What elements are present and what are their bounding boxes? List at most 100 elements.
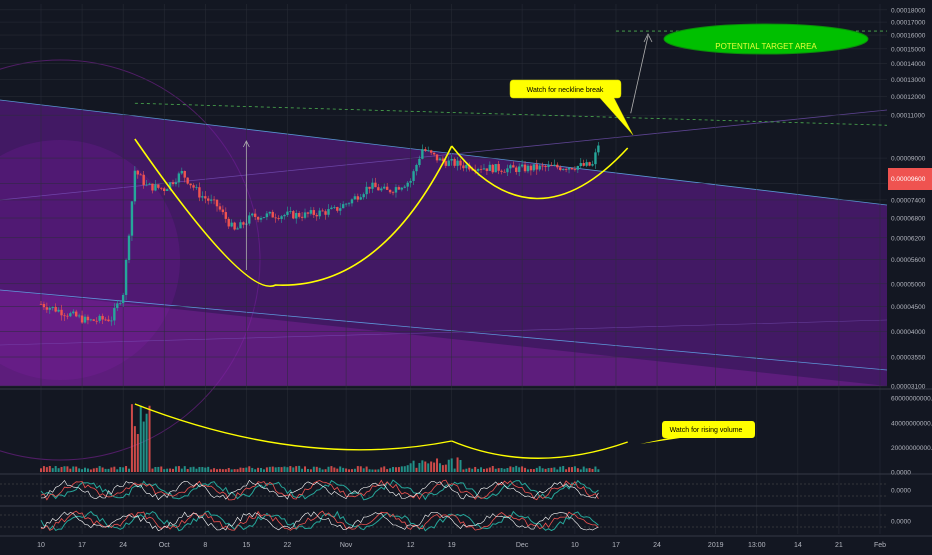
volume-bar xyxy=(89,469,92,472)
volume-bar xyxy=(154,466,157,472)
projection-arrowhead xyxy=(643,33,653,43)
candle-body xyxy=(564,169,568,170)
price-panel-background xyxy=(0,59,888,461)
volume-bar xyxy=(438,463,441,472)
price-tick-label: 0.00006800 xyxy=(891,216,926,223)
candle-body xyxy=(512,165,515,168)
candle-body xyxy=(127,235,131,260)
price-tick-label: 0.00009000 xyxy=(891,156,926,163)
volume-bar xyxy=(459,460,462,472)
candle-body xyxy=(344,203,348,205)
candle-body xyxy=(72,311,75,314)
volume-bar xyxy=(177,466,180,472)
volume-bar xyxy=(318,467,321,472)
candle-body xyxy=(277,218,280,219)
x-tick-label: 8 xyxy=(203,542,207,549)
oscillator-2-line xyxy=(40,510,599,531)
candle-body xyxy=(256,216,260,220)
volume-bar xyxy=(84,467,87,472)
candle-body xyxy=(517,166,521,172)
candle-body xyxy=(209,199,213,201)
candle-body xyxy=(292,211,295,219)
candle-body xyxy=(230,222,233,227)
volume-bar xyxy=(468,467,471,472)
candle-body xyxy=(286,211,289,215)
volume-bar xyxy=(110,467,113,472)
volume-bar xyxy=(444,464,447,472)
candle-body xyxy=(192,185,195,188)
volume-bar xyxy=(371,469,374,472)
x-tick-label: 24 xyxy=(653,542,661,549)
volume-bar xyxy=(418,463,421,472)
candle-body xyxy=(215,199,219,207)
candle-body xyxy=(116,303,119,309)
oscillator-2-panel: 0.0000 xyxy=(0,505,932,532)
volume-bar xyxy=(139,405,142,472)
volume-bar xyxy=(227,467,230,472)
volume-bar xyxy=(350,469,353,472)
x-tick-label: 17 xyxy=(612,542,620,549)
volume-callout-bubble xyxy=(640,421,755,444)
candle-body xyxy=(69,313,72,317)
volume-bar xyxy=(512,467,515,472)
candle-body xyxy=(180,170,184,174)
candle-body xyxy=(309,210,313,214)
volume-bar xyxy=(450,458,453,472)
candle-body xyxy=(89,319,93,321)
volume-bar xyxy=(306,469,309,472)
candle-body xyxy=(157,184,160,188)
candle-body xyxy=(242,222,245,225)
candle-body xyxy=(198,187,201,198)
volume-bar xyxy=(585,468,588,472)
candle-body xyxy=(295,212,298,219)
x-tick-label: Nov xyxy=(340,542,353,549)
candle-body xyxy=(500,170,503,172)
price-y-axis: 0.00018000 0.00017000 0.00016000 0.00015000… xyxy=(891,7,926,390)
candle-body xyxy=(268,211,272,214)
volume-bar xyxy=(180,468,183,472)
volume-bar xyxy=(186,469,189,472)
candle-body xyxy=(403,186,406,188)
candle-body xyxy=(506,168,509,173)
volume-bar xyxy=(210,469,213,472)
lower-channel-fill xyxy=(0,290,887,386)
volume-bar xyxy=(406,465,409,472)
candle-body xyxy=(201,196,204,198)
candle-body xyxy=(406,182,409,187)
volume-bar xyxy=(403,466,406,472)
candle-body xyxy=(174,182,178,185)
volume-bar xyxy=(92,468,95,472)
candle-body xyxy=(526,165,530,172)
candle-body xyxy=(412,171,415,181)
candle-body xyxy=(121,294,125,304)
volume-bar xyxy=(579,469,582,472)
candle-body xyxy=(110,320,113,322)
volume-bar xyxy=(183,466,186,472)
volume-bar xyxy=(368,469,371,472)
volume-bar xyxy=(321,469,324,472)
candle-body xyxy=(476,169,480,171)
volume-bar xyxy=(333,467,336,472)
price-tick-label: 0.00007400 xyxy=(891,197,926,204)
oscillator-1-line xyxy=(40,479,599,501)
candle-body xyxy=(438,158,442,161)
projection-line xyxy=(630,35,649,114)
volume-bar xyxy=(148,405,151,472)
candle-body xyxy=(224,212,228,219)
candle-body xyxy=(283,214,286,217)
volume-bar xyxy=(169,468,172,472)
candle-body xyxy=(380,188,383,191)
price-tick-label: 0.00005600 xyxy=(891,257,926,264)
volume-bar xyxy=(54,466,57,472)
candle-body xyxy=(459,160,462,166)
candle-body xyxy=(394,187,398,193)
candle-body xyxy=(365,186,368,195)
candle-body xyxy=(186,177,189,184)
x-tick-label: 17 xyxy=(78,542,86,549)
candle-body xyxy=(341,204,345,209)
candle-body xyxy=(435,154,439,161)
volume-bar xyxy=(480,467,483,472)
volume-bar xyxy=(336,468,339,472)
x-tick-label: 22 xyxy=(284,542,292,549)
candle-body xyxy=(535,164,538,170)
